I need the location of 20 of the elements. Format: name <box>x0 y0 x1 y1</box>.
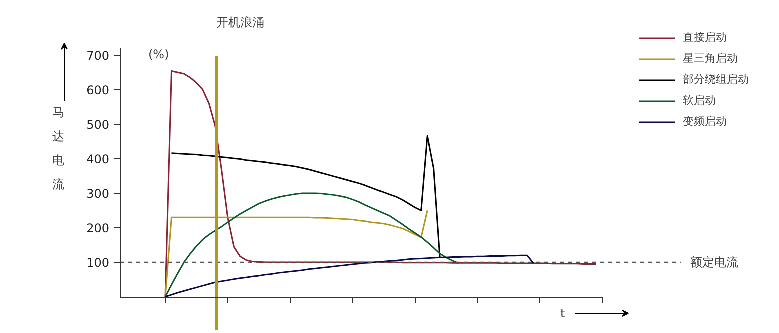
y-tick-label: 400 <box>86 152 110 166</box>
y-tick-label: 200 <box>86 221 110 236</box>
legend-label: 软启动 <box>683 93 716 108</box>
y-axis-title: 马达电流 <box>52 106 64 192</box>
y-tick-label: 500 <box>86 118 110 132</box>
x-axis-title: t <box>560 306 566 320</box>
y-tick-label: 100 <box>86 256 110 270</box>
line-series <box>170 135 441 258</box>
text: 开机浪涌 <box>216 16 264 30</box>
line-series <box>164 254 534 298</box>
y-tick-label: 600 <box>86 83 110 98</box>
legend-label: 变频启动 <box>683 114 727 129</box>
ref-line-label: 额定电流 <box>690 255 738 270</box>
line-series <box>164 192 460 298</box>
legend-label: 星三角启动 <box>683 51 738 66</box>
legend-label: 部分绕组启动 <box>683 72 749 87</box>
legend-label: 直接启动 <box>683 30 727 45</box>
annotation: (%) <box>148 48 170 62</box>
y-tick-label: 700 <box>86 48 110 63</box>
y-tick-label: 300 <box>86 186 110 201</box>
